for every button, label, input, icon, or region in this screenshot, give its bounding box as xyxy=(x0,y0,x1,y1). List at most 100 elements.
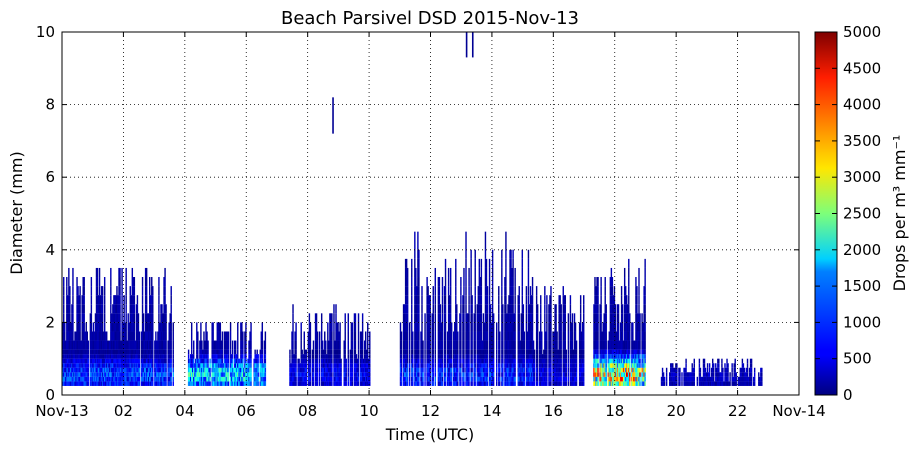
heatmap-cell xyxy=(161,304,163,314)
heatmap-cell xyxy=(76,349,78,355)
heatmap-cell xyxy=(484,322,487,332)
heatmap-cell xyxy=(417,231,419,250)
heatmap-cell xyxy=(457,331,459,341)
heatmap-cell xyxy=(554,363,556,368)
heatmap-cell xyxy=(149,358,151,364)
heatmap-cell xyxy=(615,331,618,341)
heatmap-cell xyxy=(575,381,578,386)
heatmap-cell xyxy=(514,367,516,373)
heatmap-cell xyxy=(448,381,451,386)
heatmap-cell xyxy=(600,349,602,355)
heatmap-cell xyxy=(289,367,291,373)
heatmap-cell xyxy=(621,304,624,314)
heatmap-cell xyxy=(115,340,117,350)
heatmap-cell xyxy=(432,331,434,341)
heatmap-cell xyxy=(453,376,455,382)
heatmap-cell xyxy=(527,367,530,373)
heatmap-cell xyxy=(628,354,630,359)
heatmap-cell xyxy=(519,354,521,359)
heatmap-cell xyxy=(127,381,129,386)
heatmap-cell xyxy=(329,354,331,359)
heatmap-cell xyxy=(511,313,513,323)
heatmap-cell xyxy=(444,381,447,386)
heatmap-cell xyxy=(610,267,613,278)
heatmap-cell xyxy=(520,363,522,368)
heatmap-cell xyxy=(555,349,557,355)
heatmap-cell xyxy=(470,277,472,287)
heatmap-cell xyxy=(449,331,452,341)
heatmap-cell xyxy=(69,286,71,296)
heatmap-cell xyxy=(220,363,223,368)
heatmap-cell xyxy=(418,372,420,377)
heatmap-cell xyxy=(504,376,506,382)
heatmap-cell xyxy=(343,367,345,373)
heatmap-cell xyxy=(199,381,201,386)
heatmap-cell xyxy=(421,372,423,377)
heatmap-cell xyxy=(78,340,80,350)
heatmap-cell xyxy=(509,367,511,373)
heatmap-cell xyxy=(201,363,203,368)
heatmap-cell xyxy=(121,349,123,355)
heatmap-cell xyxy=(434,349,437,355)
heatmap-cell xyxy=(601,349,603,355)
heatmap-cell xyxy=(158,295,160,305)
heatmap-cell xyxy=(564,304,567,314)
heatmap-cell xyxy=(550,367,552,373)
heatmap-cell xyxy=(526,331,529,341)
heatmap-cell xyxy=(417,313,419,323)
heatmap-cell xyxy=(325,367,327,373)
heatmap-cell xyxy=(611,331,614,341)
heatmap-cell xyxy=(250,381,252,386)
heatmap-cell xyxy=(559,363,561,368)
heatmap-cell xyxy=(131,267,134,278)
heatmap-cell xyxy=(594,304,596,314)
heatmap-cell xyxy=(539,340,541,350)
heatmap-cell xyxy=(211,358,213,364)
heatmap-cell xyxy=(347,354,350,359)
heatmap-cell xyxy=(353,340,356,350)
heatmap-cell xyxy=(400,349,403,355)
heatmap-cell xyxy=(192,354,194,359)
heatmap-cell xyxy=(536,354,539,359)
heatmap-cell xyxy=(509,304,511,314)
heatmap-cell xyxy=(613,349,616,355)
heatmap-cell xyxy=(208,376,210,382)
heatmap-cell xyxy=(322,376,324,382)
heatmap-cell xyxy=(572,358,575,364)
heatmap-cell xyxy=(474,322,476,332)
heatmap-cell xyxy=(402,354,405,359)
heatmap-cell xyxy=(195,367,197,373)
heatmap-cell xyxy=(255,354,257,359)
heatmap-cell xyxy=(599,358,601,364)
heatmap-cell xyxy=(611,354,614,359)
heatmap-cell xyxy=(554,340,556,350)
heatmap-cell xyxy=(125,349,127,355)
heatmap-cell xyxy=(530,372,533,377)
heatmap-cell xyxy=(479,367,482,373)
heatmap-cell xyxy=(486,376,489,382)
heatmap-cell xyxy=(453,372,455,377)
heatmap-cell xyxy=(486,331,489,341)
heatmap-cell xyxy=(484,277,487,287)
heatmap-cell xyxy=(93,354,96,359)
heatmap-cell xyxy=(505,349,507,355)
heatmap-cell xyxy=(163,363,165,368)
heatmap-cell xyxy=(152,313,154,323)
heatmap-cell xyxy=(231,349,234,355)
heatmap-cell xyxy=(424,367,426,373)
heatmap-cell xyxy=(486,295,489,305)
heatmap-cell xyxy=(488,372,491,377)
heatmap-cell xyxy=(555,322,557,332)
heatmap-cell xyxy=(542,381,544,386)
heatmap-cell xyxy=(78,313,80,323)
heatmap-cell xyxy=(93,381,96,386)
heatmap-cell xyxy=(529,295,532,305)
heatmap-cell xyxy=(143,354,146,359)
heatmap-cell xyxy=(80,367,82,373)
heatmap-cell xyxy=(594,331,596,341)
heatmap-cell xyxy=(594,354,596,359)
heatmap-cell xyxy=(428,363,430,368)
heatmap-cell xyxy=(87,363,90,368)
heatmap-cell xyxy=(399,367,402,373)
heatmap-cell xyxy=(161,372,163,377)
